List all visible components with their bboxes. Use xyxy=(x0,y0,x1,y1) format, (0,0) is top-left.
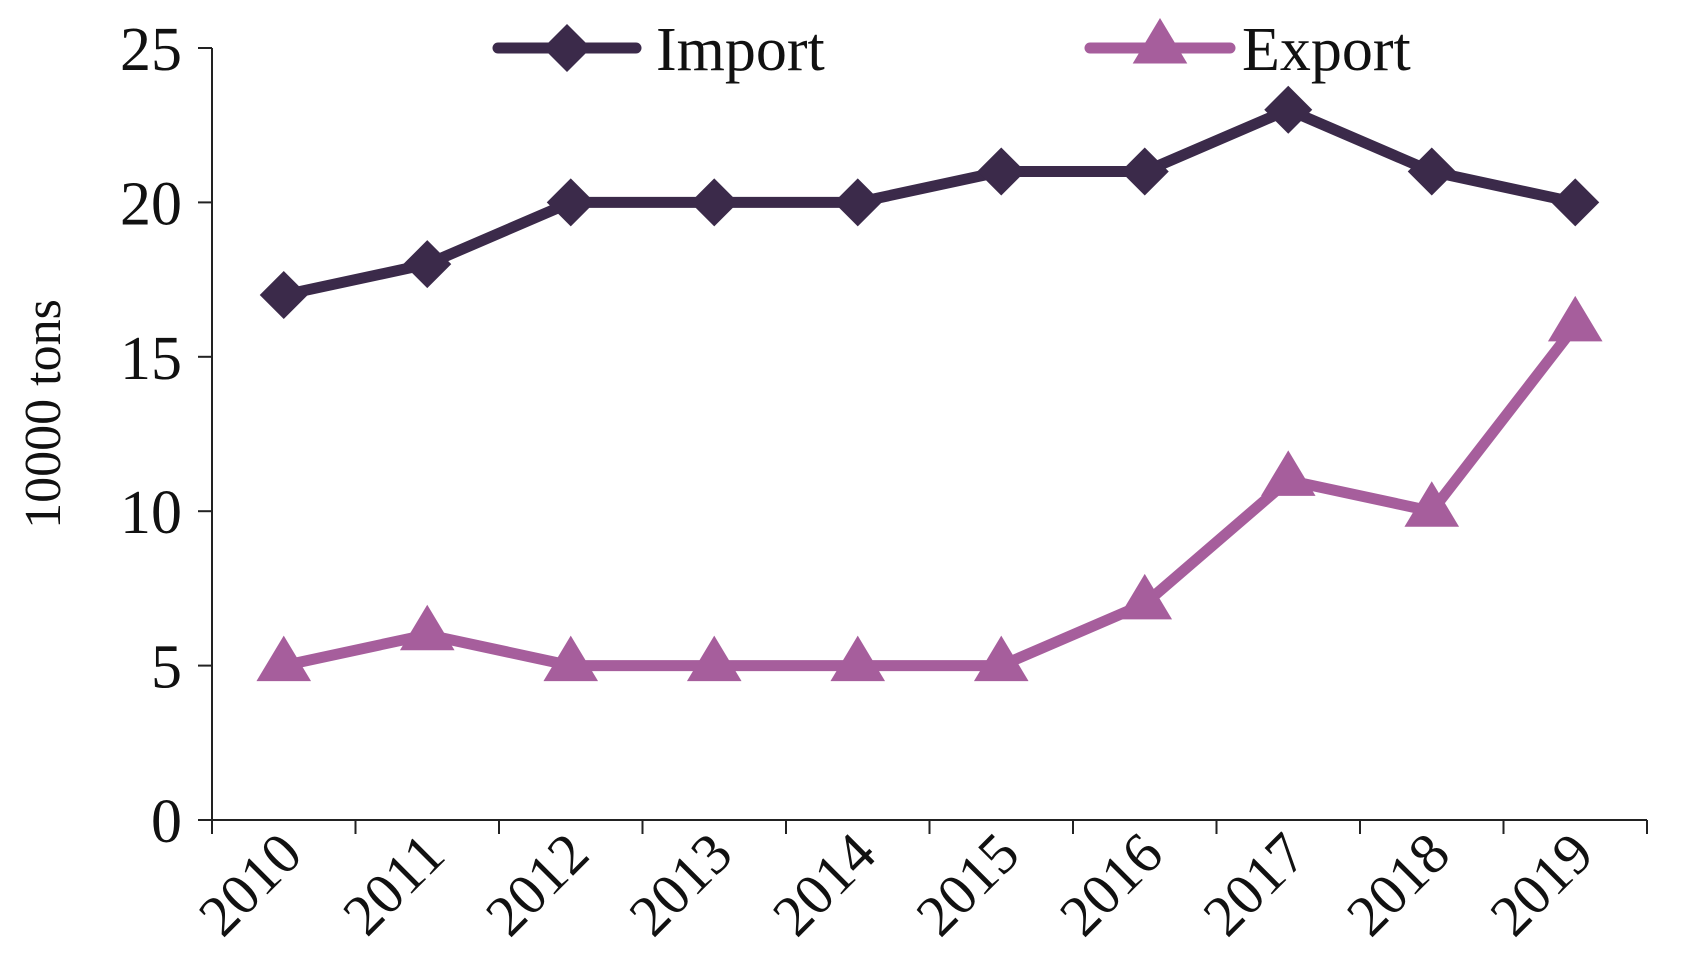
data-point-export xyxy=(543,635,599,682)
y-tick-label: 0 xyxy=(151,788,182,856)
data-point-export xyxy=(973,635,1029,682)
x-tick-label: 2010 xyxy=(186,820,314,948)
data-point-export xyxy=(1404,481,1460,527)
data-point-export xyxy=(1260,450,1316,496)
legend-marker-import xyxy=(543,24,591,72)
y-axis-label: 10000 tons xyxy=(15,299,72,529)
series-group xyxy=(256,85,1603,682)
data-point-import xyxy=(977,147,1026,196)
y-tick-label: 5 xyxy=(151,634,182,702)
y-axis-label-group: 10000 tons xyxy=(15,299,72,529)
series-import xyxy=(259,85,1600,320)
data-point-export xyxy=(830,635,886,682)
data-point-export xyxy=(1547,295,1603,342)
data-point-import xyxy=(1407,147,1456,196)
series-line-import xyxy=(278,104,1581,301)
data-point-import xyxy=(546,178,595,227)
data-point-import xyxy=(690,178,739,227)
data-point-import xyxy=(1120,147,1169,196)
legend-label-import: Import xyxy=(656,16,825,84)
y-tick-label: 25 xyxy=(120,16,182,84)
x-tick-label: 2015 xyxy=(903,820,1031,948)
data-point-import xyxy=(1264,85,1313,134)
data-point-export xyxy=(256,635,312,682)
x-tick-label: 2019 xyxy=(1477,820,1605,948)
data-point-export xyxy=(686,635,742,682)
x-tick-label: 2017 xyxy=(1190,820,1318,948)
legend-marker-export xyxy=(1132,18,1188,64)
data-point-import xyxy=(833,178,882,227)
x-tick-label: 2016 xyxy=(1047,820,1175,948)
legend: Import Export xyxy=(492,16,1411,84)
legend-item-export: Export xyxy=(1084,16,1411,84)
x-tick-label: 2014 xyxy=(760,820,888,948)
legend-label-export: Export xyxy=(1242,16,1411,84)
x-tick-label: 2013 xyxy=(616,820,744,948)
data-point-import xyxy=(1551,178,1600,227)
x-tick-label: 2011 xyxy=(330,821,456,947)
series-export xyxy=(256,295,1603,682)
data-point-export xyxy=(1117,573,1173,620)
data-point-import xyxy=(259,271,308,320)
y-tick-label: 15 xyxy=(120,325,182,393)
data-point-export xyxy=(399,604,455,651)
y-tick-label: 20 xyxy=(120,170,182,238)
y-tick-label: 10 xyxy=(120,479,182,547)
series-line-export xyxy=(278,320,1581,672)
legend-item-import: Import xyxy=(492,16,825,84)
data-point-import xyxy=(403,240,452,289)
x-tick-label: 2018 xyxy=(1334,820,1462,948)
x-tick-label: 2012 xyxy=(473,820,601,948)
